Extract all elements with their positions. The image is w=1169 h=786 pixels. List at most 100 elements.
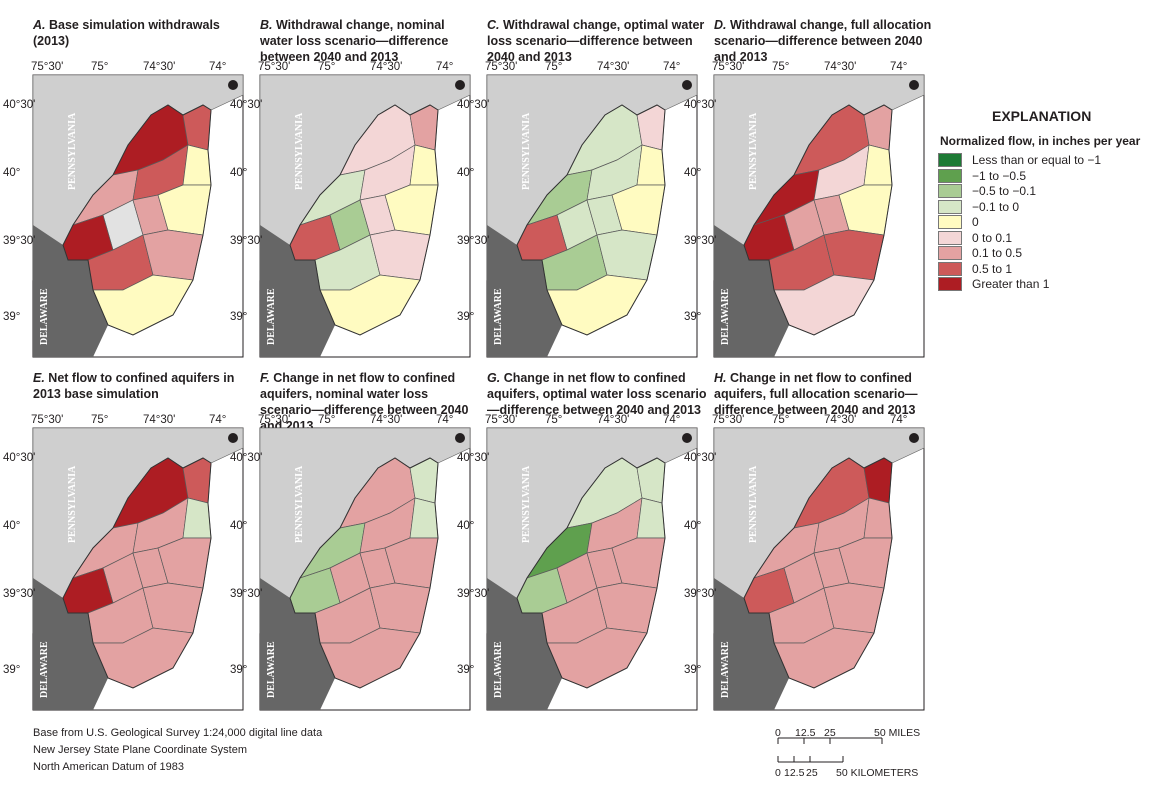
legend-label: −0.1 to 0 [972,199,1020,214]
state-outline [62,457,212,689]
scale-km-25: 25 [806,767,818,779]
legend-title: EXPLANATION [992,108,1092,124]
legend-swatch [938,153,962,167]
scale-bar [777,737,883,763]
delaware-bay [260,578,335,710]
lat-tick: 39° [230,311,248,323]
lat-tick: 39°30' [3,235,36,247]
watershed-region [409,144,439,186]
state-outline [516,104,666,336]
corner-marker-icon [909,433,919,443]
lat-tick: 40°30' [230,99,263,111]
lat-tick: 40° [3,167,21,179]
map-panel-g: PENNSYLVANIA DELAWARE [486,427,698,711]
credit-line-1: Base from U.S. Geological Survey 1:24,00… [33,727,323,739]
state-outline [743,104,893,336]
lon-tick: 75°30' [712,414,745,426]
label-pennsylvania: PENNSYLVANIA [748,112,759,190]
delaware-bay [260,225,335,357]
legend-label: 0 to 0.1 [972,230,1013,245]
watershed-region [409,497,439,539]
lon-tick: 75°30' [31,414,64,426]
lon-tick: 74° [663,61,681,73]
lon-tick: 74°30' [370,61,403,73]
lon-tick: 74°30' [143,61,176,73]
scale-km-0: 0 [775,767,781,779]
watershed-region [636,144,666,186]
legend-swatch [938,246,962,260]
panel-d-title: D. Withdrawal change, full allocation sc… [714,18,932,64]
map-panel-e: PENNSYLVANIA DELAWARE [32,427,244,711]
lat-tick: 40°30' [684,452,717,464]
panel-b-title: B. Withdrawal change, nominal water loss… [260,18,449,64]
delaware-bay [33,225,108,357]
watershed-region [182,144,212,186]
legend-label: 0.5 to 1 [972,261,1013,276]
scale-km-12: 12.5 [784,767,805,779]
lon-tick: 75° [772,414,790,426]
corner-marker-icon [455,433,465,443]
lon-tick: 74°30' [824,414,857,426]
corner-marker-icon [682,80,692,90]
lat-tick: 40° [684,520,702,532]
lat-tick: 39°30' [3,588,36,600]
lon-tick: 74°30' [143,414,176,426]
lat-tick: 39°30' [684,235,717,247]
label-pennsylvania: PENNSYLVANIA [294,465,305,543]
delaware-bay [714,225,789,357]
map-panel-h: PENNSYLVANIA DELAWARE [713,427,925,711]
lat-tick: 40° [230,520,248,532]
lon-tick: 74° [890,61,908,73]
lat-tick: 39°30' [230,588,263,600]
lat-tick: 40°30' [457,452,490,464]
lat-tick: 40°30' [457,99,490,111]
credit-line-3: North American Datum of 1983 [33,761,185,773]
map-panel-a: PENNSYLVANIA DELAWARE [32,74,244,358]
legend-label: 0 [972,215,979,229]
lat-tick: 39° [3,311,21,323]
lat-tick: 39°30' [230,235,263,247]
lon-tick: 74° [436,61,454,73]
delaware-bay [487,578,562,710]
scale-miles-50: 50 MILES [874,727,921,739]
panel-e-title: E. Net flow to confined aquifers in 2013… [33,371,235,401]
legend-swatch [938,168,962,183]
delaware-bay [33,578,108,710]
lon-tick: 75°30' [258,61,291,73]
panel-f-title: F. Change in net flow to confined aquife… [260,371,469,433]
lat-tick: 39° [3,664,21,676]
label-pennsylvania: PENNSYLVANIA [67,465,78,543]
lat-tick: 39°30' [457,235,490,247]
legend-subtitle: Normalized flow, in inches per year [940,134,1141,148]
label-pennsylvania: PENNSYLVANIA [521,112,532,190]
lat-tick: 40° [684,167,702,179]
lon-tick: 75° [545,61,563,73]
map-panel-d: PENNSYLVANIA DELAWARE [713,74,925,358]
panel-a-title: A. Base simulation withdrawals (2013) [33,18,220,48]
panel-g-title: G. Change in net flow to confined aquife… [487,371,707,417]
label-delaware: DELAWARE [266,288,277,345]
label-delaware: DELAWARE [266,641,277,698]
lon-tick: 75°30' [485,414,518,426]
lon-tick: 75° [91,61,109,73]
lon-tick: 75°30' [258,414,291,426]
credit-line-2: New Jersey State Plane Coordinate System [33,744,247,756]
label-delaware: DELAWARE [720,288,731,345]
lon-tick: 74° [209,414,227,426]
state-outline [62,104,212,336]
lat-tick: 40°30' [3,452,36,464]
lat-tick: 39°30' [457,588,490,600]
lon-tick: 74°30' [597,414,630,426]
lat-tick: 39° [684,311,702,323]
map-panel-b: PENNSYLVANIA DELAWARE [259,74,471,358]
label-pennsylvania: PENNSYLVANIA [294,112,305,190]
legend-swatch [938,230,962,245]
lat-tick: 40° [230,167,248,179]
lon-tick: 75° [772,61,790,73]
lon-tick: 75°30' [485,61,518,73]
lon-tick: 75° [318,61,336,73]
lon-tick: 75° [91,414,109,426]
scale-miles-12: 12.5 [795,727,816,739]
state-outline [289,457,439,689]
watershed-region [636,497,666,539]
